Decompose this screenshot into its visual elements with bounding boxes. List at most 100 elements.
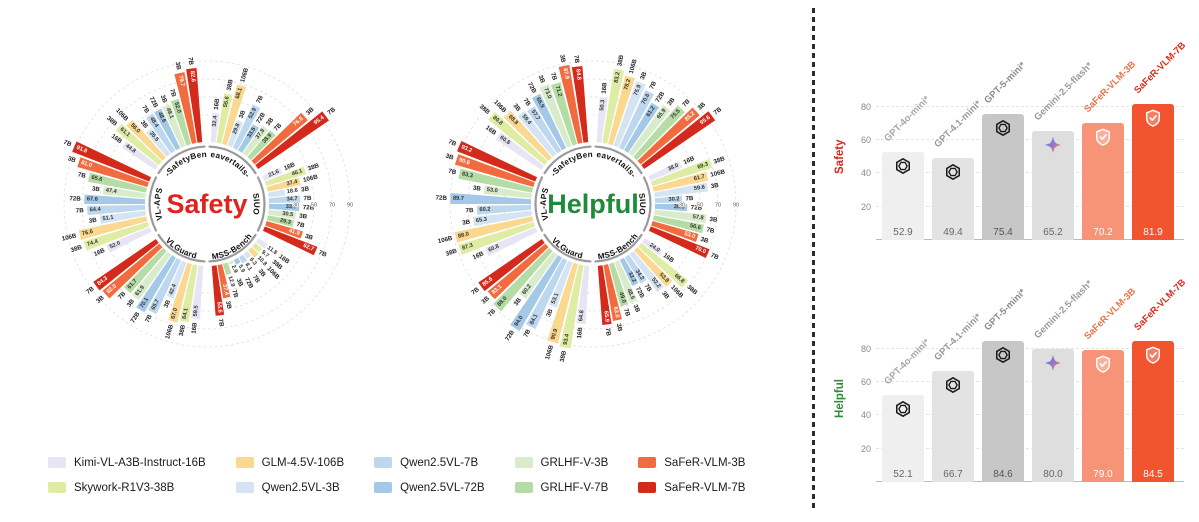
bar-value-label: 74.4 bbox=[86, 238, 99, 248]
bar-value-label: 64.8 bbox=[578, 310, 585, 322]
model-size-label: 7B bbox=[303, 195, 312, 202]
radial-bar bbox=[637, 107, 700, 165]
bar-value-label: 65.7 bbox=[151, 299, 161, 312]
radial-bar bbox=[227, 120, 243, 148]
bar-value-label: 42.4 bbox=[168, 283, 178, 296]
bar-value-label: 79.7 bbox=[177, 75, 185, 87]
dotted-separator-line bbox=[812, 8, 815, 512]
model-size-label: 3B bbox=[709, 216, 718, 224]
bar-value-label: 88.0 bbox=[458, 231, 470, 239]
legend-item: GRLHF-V-7B bbox=[514, 482, 608, 494]
bar-value: 49.4 bbox=[943, 227, 963, 238]
radial-bar bbox=[472, 210, 533, 227]
model-size-label: 16B bbox=[601, 82, 609, 95]
legend-swatch bbox=[514, 457, 533, 468]
bar-value-label: 49.1 bbox=[165, 107, 175, 120]
safety-bar-chart: Safety 20 40 60 80 52.9 GPT-4o-mini* 49.4 GPT-4… bbox=[832, 16, 1196, 240]
model-size-label: 106B bbox=[303, 173, 320, 183]
radial-bar bbox=[243, 251, 252, 259]
y-axis-tick-label: 60 bbox=[860, 135, 871, 145]
radial-bar bbox=[648, 226, 710, 259]
bar-value-label: 52.0 bbox=[109, 240, 122, 250]
bar-value-label: 66.8 bbox=[673, 273, 685, 285]
benchmark-label: VL-APS bbox=[539, 186, 551, 221]
model-size-label: 3B bbox=[558, 54, 567, 64]
radial-bar bbox=[238, 124, 260, 153]
radial-bar bbox=[518, 251, 558, 299]
model-size-label: 3B bbox=[235, 278, 245, 288]
radial-bar bbox=[262, 167, 283, 181]
bar-value-label: 83.2 bbox=[614, 72, 622, 84]
model-size-label: 3B bbox=[639, 70, 649, 80]
benchmark-label: SIUO bbox=[637, 192, 647, 215]
model-size-label: 7B bbox=[447, 138, 458, 148]
model-size-label: 106B bbox=[710, 168, 727, 178]
bar-value-label: 61.2 bbox=[646, 105, 657, 118]
radial-bar bbox=[186, 68, 203, 143]
model-size-label: 16B bbox=[213, 98, 221, 111]
openai-icon-wrap bbox=[882, 157, 924, 175]
gridline bbox=[876, 447, 1184, 449]
bar-value-label: 48.5 bbox=[625, 288, 635, 301]
radial-bar bbox=[654, 204, 688, 212]
legend-item: GRLHF-V-3B bbox=[514, 457, 608, 469]
bar-value-label: 34.7 bbox=[286, 196, 297, 203]
radial-bar bbox=[87, 204, 146, 216]
gridline bbox=[876, 105, 1184, 107]
benchmark-label: MM-SafetyBench bbox=[398, 2, 593, 178]
bar-value-label: 21.6 bbox=[268, 169, 281, 179]
openai-icon-wrap bbox=[982, 346, 1024, 364]
radial-bar bbox=[450, 193, 532, 204]
bar-value-label: 90.9 bbox=[550, 328, 559, 340]
bar-value-label: 52.0 bbox=[173, 102, 182, 114]
radial-bar bbox=[551, 82, 577, 146]
bar-value-label: 81.0 bbox=[80, 160, 92, 169]
radial-bar bbox=[641, 238, 663, 256]
radial-bar bbox=[154, 108, 181, 151]
model-size-label: 7B bbox=[144, 313, 154, 324]
bar-value-label: 49.0 bbox=[617, 291, 626, 303]
radial-bar bbox=[170, 98, 191, 146]
y-axis-tick-label: 20 bbox=[860, 443, 871, 454]
model-label: GPT-4o-mini* bbox=[882, 337, 933, 388]
model-size-label: 3B bbox=[472, 185, 481, 193]
sector-arc bbox=[148, 176, 158, 232]
radial-bar bbox=[619, 257, 639, 287]
model-label: GPT-4o-mini* bbox=[882, 93, 933, 144]
legend-swatch bbox=[374, 457, 393, 468]
model-size-label: 3B bbox=[159, 94, 169, 104]
model-size-label: 7B bbox=[296, 221, 306, 230]
radial-tick-label: 70 bbox=[715, 203, 721, 209]
model-size-label: 7B bbox=[62, 139, 73, 149]
radial-bar bbox=[624, 102, 660, 153]
model-size-label: 7B bbox=[318, 249, 329, 259]
model-size-label: 7B bbox=[648, 80, 658, 91]
radial-bar bbox=[517, 110, 557, 157]
bar-value: 70.2 bbox=[1093, 227, 1113, 238]
model-size-label: 7B bbox=[622, 308, 631, 318]
helpful-y-axis-title: Helpful bbox=[834, 379, 846, 419]
model-size-label: 7B bbox=[604, 328, 612, 337]
radial-bar bbox=[596, 96, 608, 143]
legend-swatch bbox=[638, 457, 657, 468]
bar-value-label: 38.9 bbox=[261, 133, 273, 145]
model-size-label: 7B bbox=[255, 94, 265, 105]
gridline bbox=[876, 414, 1184, 416]
bar-value-label: 55.6 bbox=[215, 301, 222, 313]
bar-value-label: 91.8 bbox=[75, 145, 88, 155]
radial-bar bbox=[83, 221, 150, 251]
y-axis-tick-label: 80 bbox=[860, 101, 871, 112]
model-size-label: 3B bbox=[299, 213, 308, 221]
legend-item: Qwen2.5VL-72B bbox=[374, 482, 485, 494]
radial-bar bbox=[558, 64, 583, 144]
bar-value-label: 53.0 bbox=[683, 231, 695, 240]
model-size-label: 16B bbox=[682, 155, 696, 166]
bar-value-label: 95.4 bbox=[313, 114, 326, 126]
model-size-label: 3B bbox=[696, 101, 707, 112]
radial-bar bbox=[84, 194, 146, 204]
legend-swatch bbox=[48, 457, 66, 468]
model-size-label: 38B bbox=[226, 78, 235, 91]
model-size-label: 7B bbox=[77, 171, 87, 180]
radial-bar bbox=[487, 243, 549, 300]
radial-bar bbox=[648, 161, 683, 181]
